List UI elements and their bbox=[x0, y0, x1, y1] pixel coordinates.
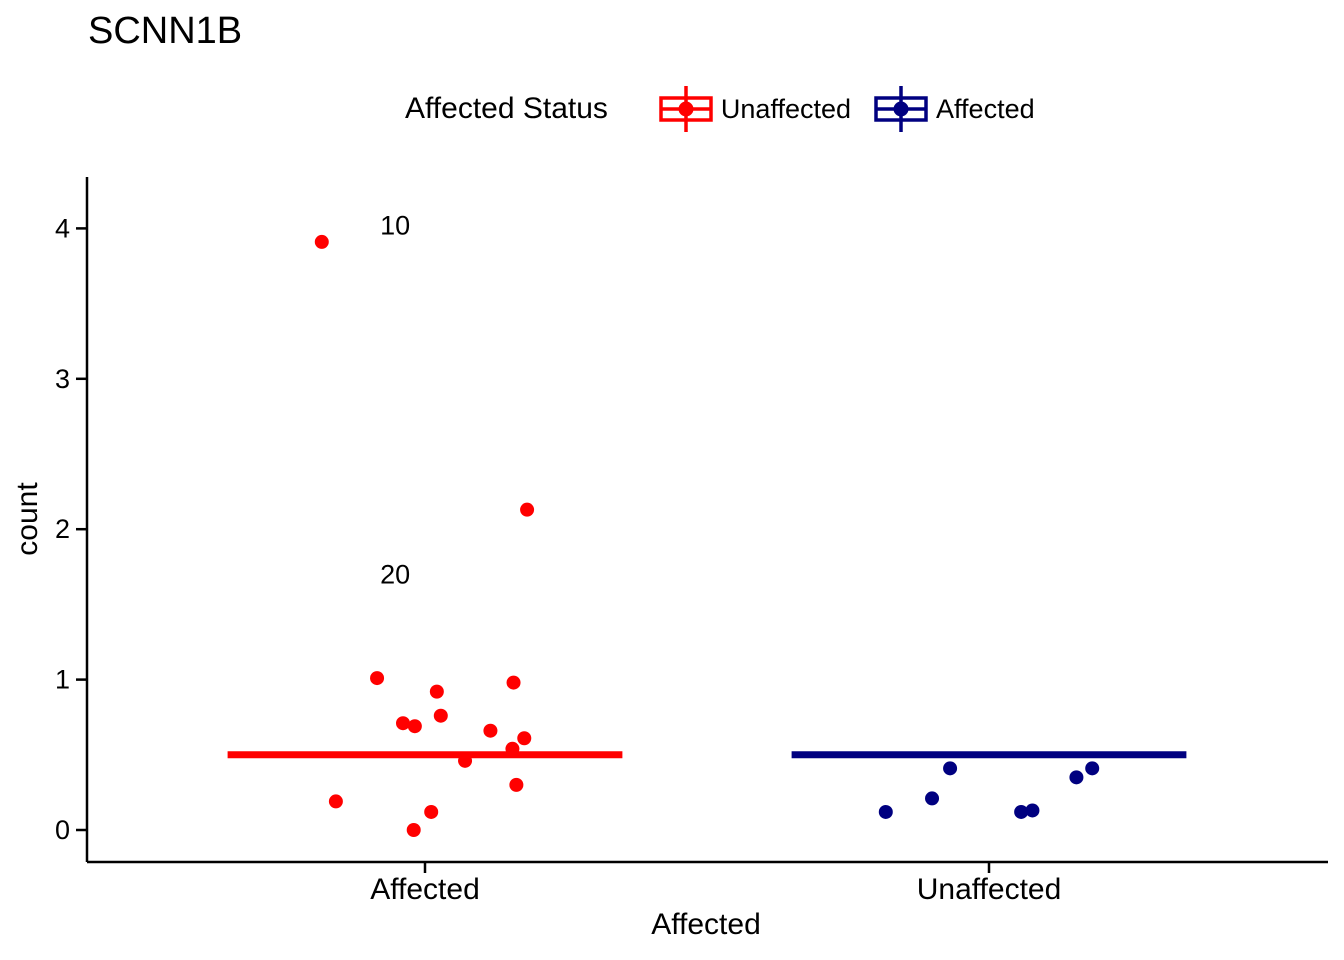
data-point-affected bbox=[406, 823, 421, 837]
data-point-unaffected bbox=[1069, 770, 1084, 785]
x-tick-label-unaffected: Unaffected bbox=[916, 873, 1062, 906]
data-point-unaffected bbox=[1085, 761, 1100, 776]
x-tick-label-affected: Affected bbox=[370, 873, 480, 906]
legend: Affected Status Unaffected Affected bbox=[405, 82, 1035, 136]
data-point-affected bbox=[328, 794, 343, 809]
x-axis-title: Affected bbox=[651, 908, 761, 941]
legend-label-unaffected: Unaffected bbox=[720, 93, 852, 124]
y-tick-label: 1 bbox=[55, 665, 70, 695]
legend-label-affected: Affected bbox=[936, 93, 1035, 124]
data-point-unaffected bbox=[878, 804, 893, 819]
data-point-affected bbox=[424, 804, 439, 819]
data-point-affected bbox=[433, 708, 448, 723]
data-point-unaffected bbox=[1025, 803, 1040, 818]
data-point-affected bbox=[429, 684, 444, 699]
data-point-unaffected bbox=[943, 761, 958, 776]
point-label: 20 bbox=[380, 559, 410, 589]
data-point-affected bbox=[396, 716, 411, 731]
y-tick-label: 4 bbox=[55, 213, 70, 243]
data-point-affected bbox=[370, 671, 385, 686]
chart-title: SCNN1B bbox=[88, 10, 243, 52]
data-point-affected bbox=[509, 777, 524, 792]
key-point bbox=[893, 101, 909, 117]
point-label: 10 bbox=[380, 210, 410, 240]
data-point-unaffected bbox=[925, 791, 940, 806]
data-point-affected bbox=[458, 753, 473, 768]
y-tick-label: 3 bbox=[55, 364, 70, 394]
key-point bbox=[678, 101, 694, 117]
y-axis-title: count bbox=[11, 482, 44, 556]
legend-title: Affected Status bbox=[405, 92, 608, 125]
legend-key-glyph bbox=[874, 86, 928, 132]
data-point-affected bbox=[483, 723, 498, 738]
legend-key-glyph bbox=[659, 86, 713, 132]
data-point-affected bbox=[506, 675, 521, 690]
data-point-affected bbox=[517, 731, 532, 746]
data-point-unaffected bbox=[1014, 804, 1029, 819]
crossbar-point-key-icon bbox=[873, 81, 929, 137]
data-point-affected bbox=[520, 502, 535, 517]
crossbar-point-key-icon bbox=[658, 81, 714, 137]
y-tick-label: 2 bbox=[55, 514, 70, 544]
data-point-affected bbox=[407, 719, 422, 734]
y-tick-label: 0 bbox=[55, 815, 70, 845]
data-point-affected bbox=[314, 234, 329, 249]
data-point-affected bbox=[505, 741, 520, 756]
